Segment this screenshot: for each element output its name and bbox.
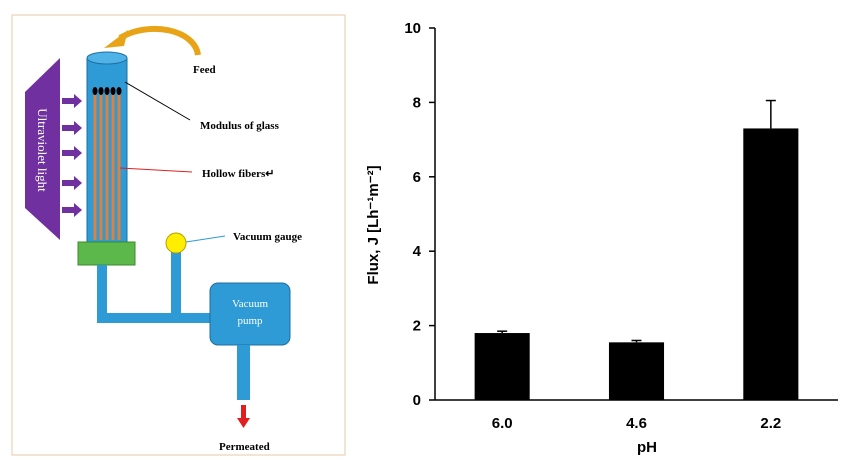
diagram: Ultraviolet light Vacuum pump Feed Modul xyxy=(12,15,345,455)
column-base xyxy=(78,242,135,265)
y-axis-label: Flux, J [Lh⁻¹m⁻²] xyxy=(365,165,382,284)
column-top xyxy=(87,52,127,64)
pump-label: pump xyxy=(237,315,263,327)
gauge-label: Vacuum gauge xyxy=(233,231,302,243)
outlet-pipe xyxy=(237,345,250,400)
y-tick-label: 8 xyxy=(413,94,421,111)
x-axis-label: pH xyxy=(637,439,657,456)
y-tick-label: 2 xyxy=(413,318,421,335)
feed-label: Feed xyxy=(193,64,216,76)
fibers-label: Hollow fibers↵ xyxy=(202,168,274,180)
chart: pH Flux, J [Lh⁻¹m⁻²] 0 2 4 6 8 10 6.0 4.6 2.2 xyxy=(365,20,838,456)
y-tick-label: 0 xyxy=(413,392,421,409)
uv-label: Ultraviolet light xyxy=(35,108,50,192)
y-tick-label: 6 xyxy=(413,169,421,186)
bar xyxy=(609,342,664,400)
bar xyxy=(743,128,798,400)
vacuum-gauge xyxy=(166,233,186,253)
y-tick-label: 4 xyxy=(413,243,422,260)
pump-label: Vacuum xyxy=(232,298,268,310)
vacuum-pump xyxy=(210,283,290,345)
x-tick-label: 6.0 xyxy=(492,415,513,432)
permeated-label: Permeated xyxy=(219,441,270,453)
x-tick-label: 2.2 xyxy=(760,415,781,432)
y-tick-label: 10 xyxy=(404,20,421,37)
x-tick-label: 4.6 xyxy=(626,415,647,432)
bar xyxy=(475,333,530,400)
modulus-label: Modulus of glass xyxy=(200,120,280,132)
figure: Ultraviolet light Vacuum pump Feed Modul xyxy=(0,0,845,460)
